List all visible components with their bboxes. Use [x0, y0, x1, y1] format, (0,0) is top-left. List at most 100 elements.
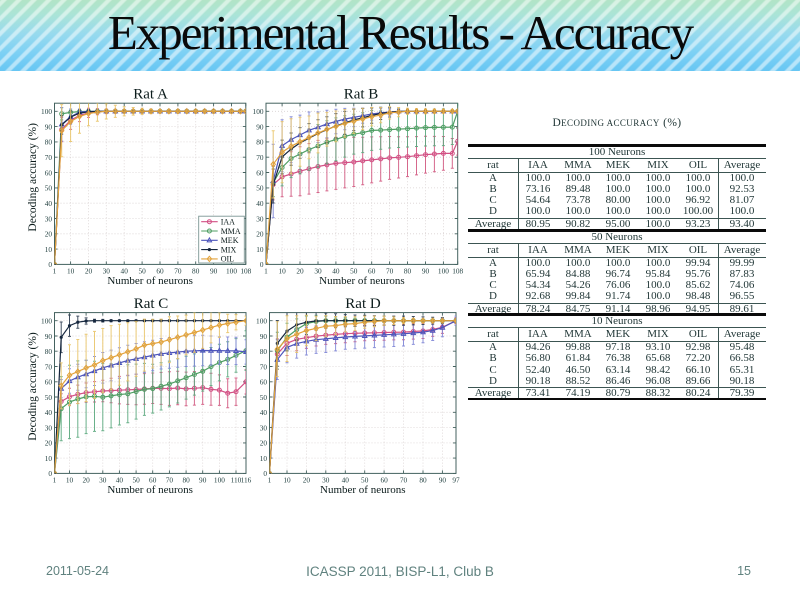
svg-text:60: 60 — [380, 476, 388, 485]
svg-text:10: 10 — [67, 267, 75, 276]
svg-text:40: 40 — [121, 267, 129, 276]
svg-text:20: 20 — [256, 230, 264, 239]
svg-text:0: 0 — [260, 260, 264, 269]
svg-text:30: 30 — [45, 214, 53, 223]
svg-text:0: 0 — [48, 260, 52, 269]
svg-text:IAA: IAA — [221, 218, 235, 227]
svg-text:70: 70 — [174, 267, 182, 276]
svg-text:20: 20 — [260, 439, 268, 448]
svg-text:Rat D: Rat D — [345, 296, 381, 312]
svg-text:80: 80 — [256, 138, 264, 147]
svg-text:100: 100 — [253, 107, 264, 116]
svg-text:90: 90 — [210, 267, 218, 276]
svg-text:90: 90 — [439, 476, 447, 485]
svg-text:30: 30 — [45, 423, 53, 432]
svg-text:0: 0 — [48, 469, 52, 478]
svg-text:80: 80 — [260, 347, 268, 356]
svg-text:108: 108 — [452, 267, 463, 276]
svg-text:60: 60 — [45, 168, 53, 177]
svg-text:40: 40 — [332, 267, 340, 276]
svg-text:90: 90 — [45, 122, 53, 131]
svg-text:90: 90 — [45, 332, 53, 341]
svg-text:1: 1 — [264, 267, 268, 276]
svg-text:80: 80 — [45, 138, 53, 147]
svg-text:40: 40 — [45, 199, 53, 208]
svg-text:10: 10 — [256, 245, 264, 254]
svg-text:1: 1 — [53, 267, 57, 276]
svg-text:80: 80 — [192, 267, 200, 276]
svg-text:60: 60 — [256, 168, 264, 177]
svg-text:70: 70 — [256, 153, 264, 162]
svg-text:50: 50 — [45, 393, 53, 402]
svg-text:60: 60 — [368, 267, 376, 276]
svg-text:90: 90 — [199, 476, 207, 485]
svg-text:50: 50 — [138, 267, 146, 276]
svg-text:60: 60 — [45, 378, 53, 387]
svg-text:100: 100 — [214, 476, 225, 485]
svg-text:70: 70 — [45, 362, 53, 371]
svg-text:100: 100 — [41, 107, 52, 116]
svg-text:60: 60 — [149, 476, 157, 485]
svg-text:1: 1 — [53, 476, 57, 485]
svg-text:100: 100 — [256, 317, 267, 326]
svg-text:50: 50 — [350, 267, 358, 276]
svg-text:80: 80 — [404, 267, 412, 276]
svg-text:50: 50 — [260, 393, 268, 402]
svg-text:70: 70 — [386, 267, 394, 276]
svg-text:10: 10 — [45, 454, 53, 463]
svg-text:40: 40 — [256, 199, 264, 208]
svg-text:MMA: MMA — [221, 227, 241, 236]
svg-text:80: 80 — [182, 476, 190, 485]
svg-text:60: 60 — [156, 267, 164, 276]
svg-text:Rat C: Rat C — [134, 296, 169, 312]
svg-text:40: 40 — [45, 408, 53, 417]
svg-text:40: 40 — [342, 476, 350, 485]
svg-text:100: 100 — [226, 267, 237, 276]
svg-text:70: 70 — [45, 153, 53, 162]
svg-text:MIX: MIX — [221, 245, 237, 254]
svg-text:10: 10 — [278, 267, 286, 276]
svg-text:50: 50 — [45, 184, 53, 193]
svg-text:20: 20 — [303, 476, 311, 485]
svg-text:20: 20 — [85, 267, 93, 276]
svg-text:97: 97 — [452, 476, 460, 485]
svg-text:70: 70 — [166, 476, 174, 485]
svg-text:10: 10 — [45, 245, 53, 254]
svg-text:Decoding accuracy (%): Decoding accuracy (%) — [27, 123, 39, 232]
svg-text:10: 10 — [66, 476, 74, 485]
svg-text:Rat B: Rat B — [344, 87, 379, 103]
svg-text:90: 90 — [256, 122, 264, 131]
svg-text:MEK: MEK — [221, 236, 239, 245]
svg-text:108: 108 — [240, 267, 251, 276]
svg-text:Number of neurons: Number of neurons — [107, 275, 193, 287]
svg-text:30: 30 — [103, 267, 111, 276]
svg-text:80: 80 — [419, 476, 427, 485]
svg-text:90: 90 — [422, 267, 430, 276]
svg-text:110: 110 — [231, 476, 242, 485]
svg-text:20: 20 — [296, 267, 304, 276]
svg-text:40: 40 — [260, 408, 268, 417]
svg-text:Decoding accuracy (%): Decoding accuracy (%) — [27, 332, 39, 441]
svg-text:30: 30 — [322, 476, 330, 485]
svg-text:70: 70 — [400, 476, 408, 485]
svg-text:30: 30 — [260, 423, 268, 432]
svg-text:116: 116 — [241, 476, 252, 485]
svg-text:10: 10 — [283, 476, 291, 485]
svg-text:100: 100 — [41, 317, 52, 326]
svg-text:Number of neurons: Number of neurons — [319, 275, 405, 287]
svg-text:60: 60 — [260, 378, 268, 387]
svg-text:20: 20 — [45, 230, 53, 239]
svg-text:Number of neurons: Number of neurons — [320, 484, 406, 496]
svg-text:70: 70 — [260, 362, 268, 371]
svg-text:20: 20 — [82, 476, 90, 485]
svg-text:50: 50 — [361, 476, 369, 485]
svg-text:10: 10 — [260, 454, 268, 463]
svg-text:90: 90 — [260, 332, 268, 341]
svg-text:Rat A: Rat A — [133, 87, 168, 103]
svg-text:50: 50 — [256, 184, 264, 193]
svg-text:OIL: OIL — [221, 255, 234, 264]
svg-text:30: 30 — [256, 214, 264, 223]
svg-text:Number of neurons: Number of neurons — [107, 484, 193, 496]
svg-text:0: 0 — [263, 469, 267, 478]
svg-text:30: 30 — [99, 476, 107, 485]
